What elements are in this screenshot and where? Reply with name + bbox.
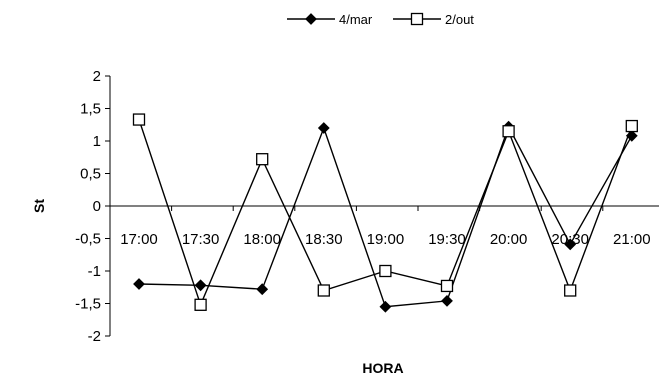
y-tick-label: -2 [88, 328, 101, 345]
y-tick-label: -1,5 [75, 296, 101, 313]
data-point [564, 238, 577, 251]
data-point [133, 278, 145, 290]
x-tick-label: 20:00 [490, 231, 528, 248]
legend: 4/mar 2/out [287, 12, 474, 27]
x-tick-label: 17:30 [182, 231, 220, 248]
legend-marker [410, 12, 424, 26]
y-tick-label: 0 [93, 198, 101, 215]
y-tick-label: -1 [88, 263, 101, 280]
y-tick-label: -0,5 [75, 231, 101, 248]
y-tick-label: 1 [93, 133, 101, 150]
data-point [379, 264, 392, 278]
data-point [502, 125, 515, 138]
data-point [440, 279, 454, 293]
x-axis-title: HORA [362, 360, 403, 376]
x-tick-label: 17:00 [120, 231, 158, 248]
series-line [138, 124, 633, 308]
series-layer [132, 113, 638, 313]
legend-label: 2/out [445, 12, 474, 27]
legend-label: 4/mar [339, 12, 373, 27]
legend-marker [305, 13, 317, 25]
x-tick-label: 19:00 [367, 231, 405, 248]
series-2/out [132, 113, 638, 311]
data-point [132, 113, 146, 126]
data-point [194, 298, 207, 311]
data-point [194, 279, 207, 292]
y-tick-label: 2 [93, 68, 101, 85]
data-point [256, 153, 269, 166]
data-point [317, 284, 330, 297]
x-tick-label: 18:00 [243, 231, 281, 248]
data-point [317, 122, 330, 134]
series-4/mar [133, 120, 638, 313]
data-point [256, 283, 269, 296]
y-tick-label: 1,5 [80, 101, 101, 118]
data-point [564, 284, 577, 297]
data-point [625, 119, 638, 133]
x-axis: 17:0017:3018:0018:3019:0019:3020:0020:30… [109, 205, 659, 248]
legend-item: 2/out [393, 12, 474, 27]
y-axis: 2 1,5 1 0,5 0 -0,5 -1 -1,5 -2 [75, 68, 111, 345]
data-point [441, 294, 453, 307]
x-tick-label: 19:30 [428, 231, 466, 248]
legend-item: 4/mar [287, 12, 373, 27]
y-axis-title: St [31, 199, 47, 213]
x-tick-label: 21:00 [613, 231, 651, 248]
y-tick-label: 0,5 [80, 166, 101, 183]
x-tick-label: 18:30 [305, 231, 343, 248]
data-point [379, 300, 392, 313]
